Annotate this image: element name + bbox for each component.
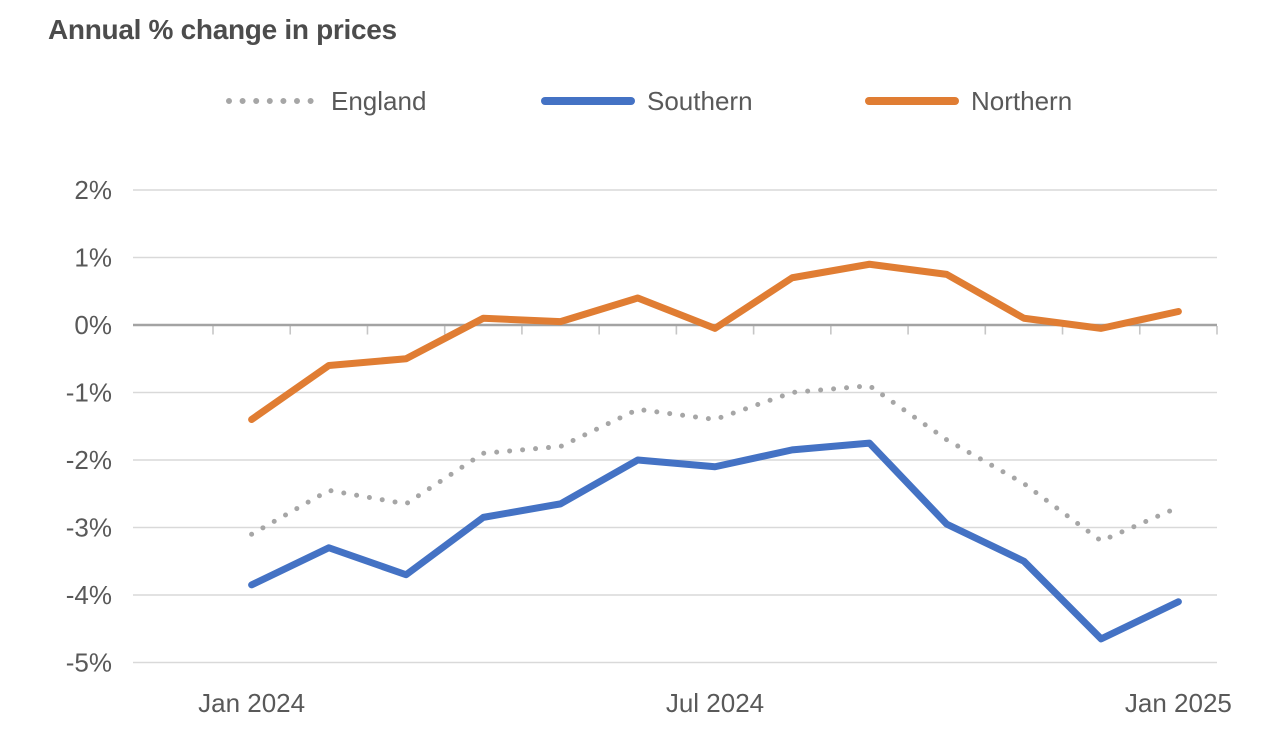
legend-item-southern: Southern — [540, 86, 753, 116]
series-line-northern — [248, 260, 1182, 423]
x-axis-label: Jan 2025 — [1125, 688, 1232, 718]
x-axis-label: Jan 2024 — [198, 688, 305, 718]
southern-line-marker-icon — [541, 97, 635, 105]
chart-title: Annual % change in prices — [48, 14, 397, 45]
y-axis-label: -4% — [66, 580, 112, 610]
y-axis-label: -2% — [66, 445, 112, 475]
y-axis-label: 2% — [74, 175, 112, 205]
x-axis-label: Jul 2024 — [666, 688, 764, 718]
england-line-marker-icon — [226, 98, 318, 104]
y-axis-label: -1% — [66, 378, 112, 408]
legend-label-southern: Southern — [647, 86, 753, 116]
legend-label-northern: Northern — [971, 86, 1073, 116]
legend-item-northern: Northern — [864, 86, 1072, 116]
y-axis-label: 1% — [74, 243, 112, 273]
y-axis-label: -3% — [66, 513, 112, 543]
series-line-england — [249, 383, 1181, 544]
series-line-southern — [248, 439, 1182, 643]
legend-item-england: England — [224, 86, 426, 116]
northern-line-marker-icon — [865, 97, 959, 105]
legend-label-england: England — [331, 86, 427, 116]
y-axis-label: 0% — [74, 310, 112, 340]
y-axis-label: -5% — [66, 648, 112, 678]
